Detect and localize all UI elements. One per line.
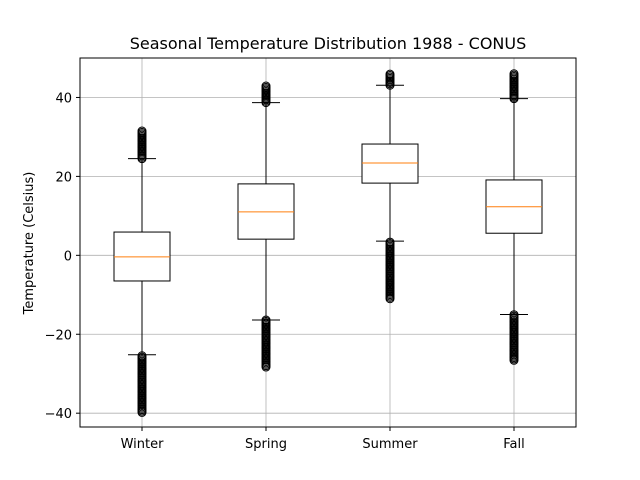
x-tick-label: Fall bbox=[503, 437, 524, 452]
chart-title: Seasonal Temperature Distribution 1988 -… bbox=[130, 34, 527, 53]
outlier-high bbox=[137, 126, 147, 136]
y-tick-label: 20 bbox=[55, 170, 72, 185]
plot-frame bbox=[79, 57, 577, 428]
box-summer bbox=[361, 69, 419, 304]
iqr-box bbox=[361, 143, 419, 184]
outlier-high bbox=[509, 69, 519, 79]
outlier-low bbox=[261, 315, 271, 325]
y-tick-label: −40 bbox=[45, 407, 72, 422]
x-tick-label: Winter bbox=[121, 437, 165, 452]
outlier-low bbox=[385, 237, 395, 247]
y-axis-label: Temperature (Celsius) bbox=[22, 172, 37, 316]
outlier-high bbox=[385, 69, 395, 79]
x-tick-label: Spring bbox=[245, 437, 287, 452]
x-tick-label: Summer bbox=[362, 437, 418, 452]
box-winter bbox=[113, 126, 171, 417]
box-spring bbox=[237, 81, 295, 372]
outlier-low bbox=[137, 351, 147, 361]
box-series bbox=[113, 69, 543, 417]
outlier-high bbox=[261, 81, 271, 91]
axis-ticks: −40 −20 0 20 40 Winter Spring Summer Fall bbox=[45, 91, 525, 452]
box-fall bbox=[485, 69, 543, 365]
outlier-low bbox=[509, 310, 519, 320]
y-tick-label: 40 bbox=[55, 91, 72, 106]
y-tick-label: −20 bbox=[45, 328, 72, 343]
y-tick-label: 0 bbox=[64, 249, 72, 264]
